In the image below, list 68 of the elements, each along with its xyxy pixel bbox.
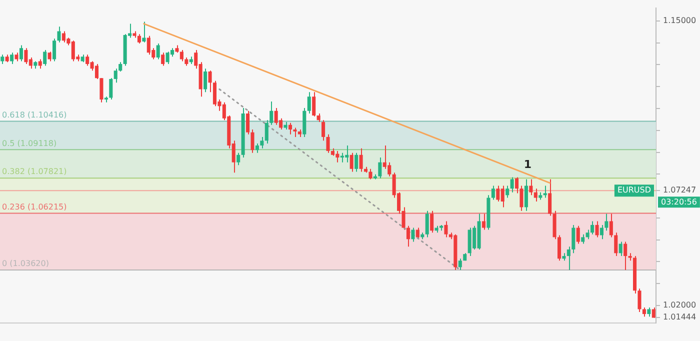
candlestick (642, 306, 646, 318)
candlestick (609, 213, 613, 238)
candlestick (57, 26, 61, 43)
candlestick (378, 157, 382, 179)
candlestick (416, 227, 420, 240)
candlestick (534, 188, 538, 202)
candlestick (425, 210, 429, 238)
text: 03:20:56 (661, 198, 697, 207)
candlestick (430, 210, 434, 234)
candlestick (142, 21, 146, 43)
candlestick (354, 152, 358, 172)
candlestick (326, 134, 330, 154)
candlestick (322, 120, 326, 142)
candlestick (444, 220, 448, 238)
candlestick (212, 80, 217, 107)
candlestick (48, 51, 52, 62)
candlestick (350, 152, 354, 172)
candlestick (482, 213, 486, 230)
candlestick (510, 176, 514, 193)
candlestick (260, 136, 264, 149)
candlestick (255, 143, 259, 154)
candlestick (359, 148, 363, 172)
candlestick (38, 58, 42, 70)
candlestick (524, 178, 528, 212)
candlestick (307, 92, 311, 114)
candlestick (543, 185, 547, 198)
annotation: 1 (524, 158, 532, 172)
candlestick (312, 92, 316, 117)
candlestick (109, 78, 113, 100)
candlestick (236, 152, 240, 166)
candlestick (491, 185, 495, 200)
candlestick (208, 70, 212, 93)
candlestick (156, 42, 160, 60)
candlestick (288, 122, 292, 135)
y-tick-label: 1.01444 (663, 312, 696, 322)
candlestick (19, 44, 24, 62)
ref-line-label: 0.618 (1.10416) (2, 110, 67, 120)
candlestick (624, 241, 628, 271)
y-tick-label: 1.02000 (663, 300, 696, 310)
candlestick (506, 185, 510, 198)
candlestick (590, 220, 594, 235)
candlestick (137, 34, 141, 44)
y-tick-label: 1.15000 (663, 16, 696, 26)
ref-line-label: EURUSD (617, 186, 651, 195)
candlestick (161, 52, 165, 66)
ref-line-label: 0 (1.03620) (2, 259, 49, 268)
candlestick (302, 108, 306, 138)
candlestick (548, 178, 552, 216)
y-tick-label: 1.07247 (663, 186, 696, 195)
candlestick (595, 220, 599, 238)
candlestick (293, 127, 297, 138)
candlestick (458, 258, 462, 271)
candlestick (204, 68, 208, 93)
candlestick (0, 54, 4, 65)
candlestick (581, 234, 585, 244)
ref-line-label: 0.382 (1.07821) (2, 167, 67, 176)
candlestick (529, 178, 533, 196)
candlestick (618, 241, 622, 257)
candlestick (368, 168, 372, 180)
candlestick (52, 38, 56, 62)
candlestick (576, 225, 580, 244)
ref-line-label: 0.236 (1.06215) (2, 202, 67, 212)
candlestick (10, 52, 14, 65)
candlestick (411, 227, 415, 242)
candlestick (43, 50, 47, 66)
candlestick (647, 306, 651, 318)
candlestick (614, 232, 618, 257)
ref-line-label: 0.5 (1.09118) (2, 138, 57, 148)
